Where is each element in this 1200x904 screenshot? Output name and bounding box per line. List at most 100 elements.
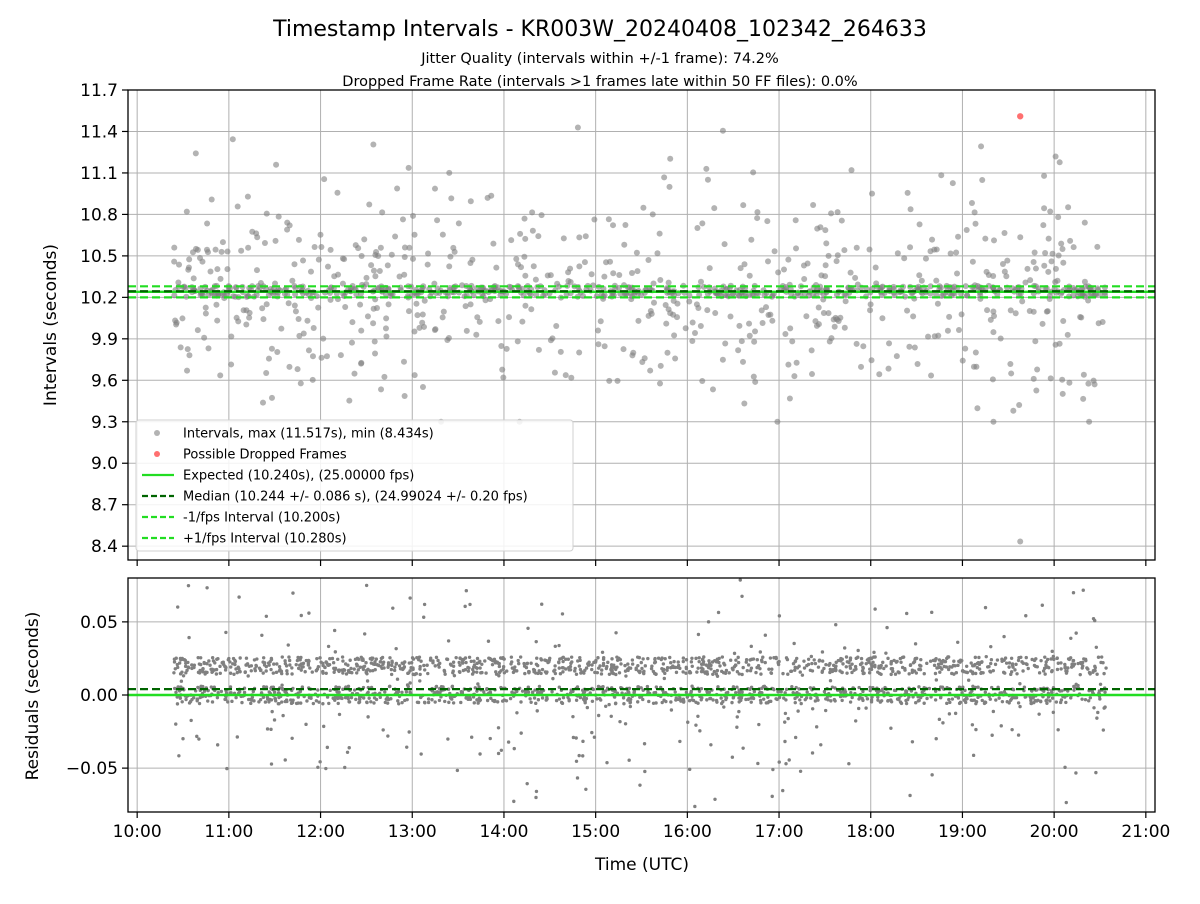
residual-point [557,660,561,664]
interval-point [400,358,407,365]
residual-point [1051,654,1056,659]
residual-point [434,685,438,689]
residual-point [918,663,922,667]
interval-point [991,237,998,244]
residual-point [854,656,858,661]
residual-point [232,672,236,677]
residual-point [285,672,289,676]
interval-point [529,227,536,234]
residual-point [716,685,720,689]
residual-point [354,697,358,702]
interval-point [462,303,469,310]
residual-point [400,667,404,671]
residual-point [963,688,967,693]
interval-point [933,277,940,284]
residual-point [1055,656,1059,661]
interval-point [370,141,377,148]
residual-point [435,690,440,694]
residual-point [442,669,447,674]
interval-point [295,315,302,322]
interval-point [834,252,841,259]
residual-point [172,671,176,675]
residual-point [730,700,734,705]
residual-point [814,725,819,729]
residual-point [961,685,965,689]
residual-point [277,701,281,706]
residual-point [269,727,273,732]
top-interval-points [171,124,1109,545]
residual-point [824,662,828,667]
interval-point [401,253,408,260]
residual-point [1011,688,1016,692]
residual-point [626,662,630,666]
residual-point [813,661,818,666]
residual-point [1098,682,1103,686]
residual-point [534,701,538,706]
residual-point [379,656,384,661]
residual-point [931,658,936,663]
residual-point [394,661,399,666]
bottom-y-tick-label: 0.00 [80,686,118,706]
residual-point [594,658,598,663]
interval-point [894,250,901,257]
residual-point [364,583,369,588]
residual-point [322,724,326,729]
residual-point [347,746,351,750]
residual-point [983,700,987,704]
residual-point [732,651,737,656]
residual-point [551,676,555,681]
residual-point [1050,649,1054,654]
residual-point [532,668,537,672]
residual-point [748,658,752,662]
interval-point [243,321,250,328]
interval-point [780,266,787,273]
interval-point [253,267,260,274]
interval-point [372,273,379,280]
residual-point [359,655,363,659]
interval-point [671,332,678,339]
residual-point [1063,666,1067,670]
interval-point [1052,153,1059,160]
residual-point [870,664,875,668]
residual-point [1010,662,1015,666]
residual-point [593,670,597,675]
residual-point [844,655,849,659]
legend-marker [154,430,160,436]
interval-point [831,323,838,330]
residual-point [690,684,694,688]
residual-point [946,667,951,672]
residual-point [328,656,332,661]
residual-point [174,690,178,695]
residual-point [345,750,350,755]
residual-point [922,701,926,705]
residual-point [390,663,394,668]
interval-point [547,272,554,279]
interval-point [381,373,388,380]
residual-point [177,754,181,758]
interval-point [689,338,696,345]
residual-point [544,671,549,675]
interval-point [984,307,991,314]
interval-point [1064,331,1071,338]
interval-point [533,291,540,298]
interval-point [399,216,406,223]
residual-point [1095,716,1099,720]
interval-point [355,245,362,252]
residual-point [202,661,207,666]
interval-point [746,272,753,279]
interval-point [735,347,742,354]
interval-point [969,258,976,265]
interval-point [515,261,522,268]
residual-point [1070,662,1074,666]
interval-point [411,231,418,238]
residual-point [771,767,775,772]
residual-point [475,656,480,661]
interval-point [812,318,819,325]
interval-point [907,206,914,213]
residual-point [249,664,254,668]
residual-point [1068,656,1073,660]
interval-point [893,353,900,360]
residual-point [1069,696,1073,700]
